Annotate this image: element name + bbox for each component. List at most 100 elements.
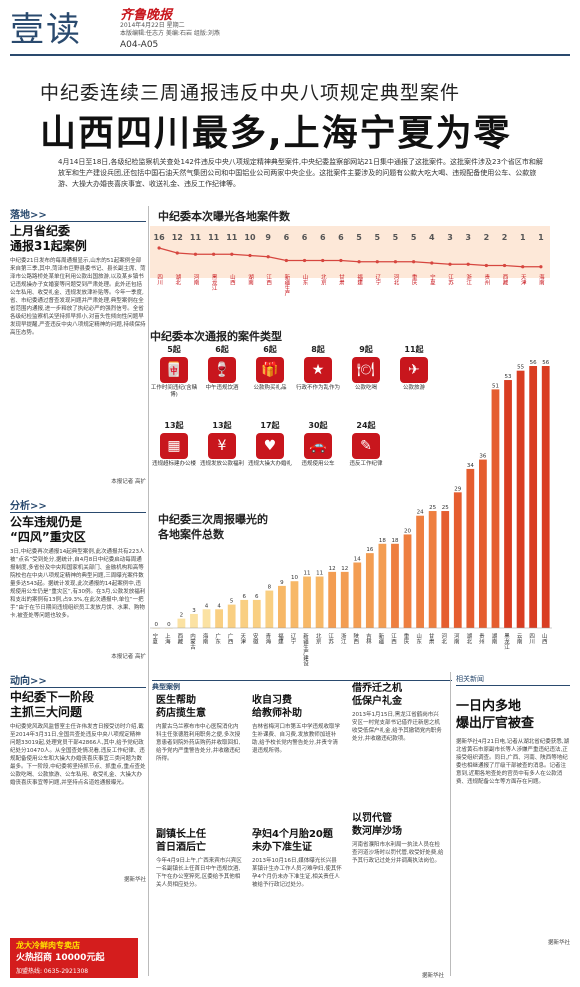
data-label: 4 xyxy=(205,603,209,609)
data-point xyxy=(375,260,379,264)
data-label: 6 xyxy=(302,233,308,242)
data-point xyxy=(412,260,416,264)
case-type-count: 13起 xyxy=(212,421,232,430)
bar xyxy=(516,370,525,628)
data-label: 0 xyxy=(167,622,171,628)
article-title: 收自习费 给教师补助 xyxy=(252,695,302,719)
data-label: 12 xyxy=(329,566,336,572)
data-label: 11 xyxy=(208,233,220,242)
data-label: 2 xyxy=(484,233,490,242)
article-title: 以罚代管 数河岸沙场 xyxy=(352,813,402,837)
article-body: 2013年10月16日,媒体曝光长兴县某镇计生办工作人员刁难孕妇,使其怀孕4个月… xyxy=(252,858,342,888)
category-label: 浙江 xyxy=(340,632,347,646)
bar xyxy=(416,515,424,628)
data-label: 1 xyxy=(538,233,544,242)
bar xyxy=(353,562,362,628)
data-point xyxy=(266,255,270,259)
case-type-count: 6起 xyxy=(263,345,277,354)
data-point xyxy=(212,252,216,256)
case-type-count: 6起 xyxy=(215,345,229,354)
data-label: 4 xyxy=(429,233,435,242)
category-label: 宁夏 xyxy=(429,273,436,286)
article-body: 河南省濮阳市水利局一执法人员在检查河道沙场时以罚代管,收受好处费,给予其行政记过… xyxy=(352,842,444,864)
article-title: 公车违规仍是 “四风”重灾区 xyxy=(10,515,86,544)
bar xyxy=(453,492,462,628)
data-label: 8 xyxy=(268,585,272,591)
byline: 据新华社 xyxy=(547,940,570,946)
data-label: 25 xyxy=(442,505,449,511)
chart1-title: 中纪委本次曝光各地案件数 xyxy=(158,210,290,223)
category-label: 北京 xyxy=(320,273,327,287)
article-title: 一日内多地 爆出厅官被查 xyxy=(456,699,535,731)
bar xyxy=(278,585,286,628)
byline: 据新华社 xyxy=(123,877,146,883)
article: 副镇长上任 首日酒后亡 今年4月9日上午,广西来宾市兴宾区一名副镇长上任首日中午… xyxy=(156,828,242,987)
bar xyxy=(491,389,500,628)
data-label: 2 xyxy=(180,613,184,619)
left-column: 落地>> 上月省纪委 通报31起案例 中纪委21日发布的每周通报显示,山东的51… xyxy=(10,206,146,883)
article: 以罚代管 数河岸沙场 河南省濮阳市水利局一执法人员在检查河道沙场时以罚代管,收受… xyxy=(352,812,444,979)
case-type-item: 17起 ♥ 违规大操大办婚礼 xyxy=(246,420,294,468)
case-type-label: 违规大操大办婚礼 xyxy=(247,461,292,467)
bar xyxy=(378,543,387,628)
data-point xyxy=(321,258,325,263)
category-label: 山西 xyxy=(229,273,236,287)
subheadline: 中纪委连续三周通报违反中央八项规定典型案件 xyxy=(40,82,461,104)
data-point xyxy=(339,258,343,263)
case-type-label: 行政不作为乱作为 xyxy=(295,385,340,391)
case-type-label: 中午违规饮酒 xyxy=(205,385,239,391)
category-label: 山西 xyxy=(541,632,548,646)
document-icon: ✎ xyxy=(352,433,380,459)
category-label: 天津 xyxy=(239,633,246,646)
data-label: 5 xyxy=(374,233,380,242)
data-label: 1 xyxy=(520,233,526,242)
bar xyxy=(240,599,249,628)
category-label: 重庆 xyxy=(411,273,418,287)
data-point xyxy=(466,262,470,266)
data-point xyxy=(502,263,507,268)
category-label: 福建 xyxy=(277,632,284,646)
case-type-count: 8起 xyxy=(311,345,325,354)
bar xyxy=(177,618,186,628)
bar xyxy=(252,599,261,628)
case-type-count: 5起 xyxy=(167,345,181,354)
category-label: 山东 xyxy=(415,632,422,645)
chart3-title: 中纪委三次周报曝光的 各地案件总数 xyxy=(158,513,268,541)
data-label: 5 xyxy=(230,599,234,605)
dining-icon: 🍽 xyxy=(352,357,380,383)
data-label: 25 xyxy=(429,505,436,511)
category-label: 甘肃 xyxy=(338,273,345,287)
category-label: 新疆生产建设 xyxy=(302,632,309,668)
data-label: 36 xyxy=(479,454,486,460)
case-type-item: 13起 ¥ 违规发放公款福利 xyxy=(198,420,246,468)
wine-icon: 🍷 xyxy=(208,357,236,383)
category-label: 新疆生产 xyxy=(283,273,290,298)
category-label: 浙江 xyxy=(465,273,472,287)
category-label: 福建 xyxy=(356,273,363,287)
article-title: 上月省纪委 通报31起案例 xyxy=(10,224,87,253)
ad-banner[interactable] xyxy=(10,938,138,978)
data-label: 9 xyxy=(265,233,271,242)
case-type-label: 公款旅游 xyxy=(402,385,425,391)
data-point xyxy=(248,253,252,258)
case-type-count: 11起 xyxy=(404,345,424,354)
section-rule xyxy=(10,512,146,513)
article: 收自习费 给教师补助 吉林省梅河口市第五中学违规收取学生补课费、自习费,发放教师… xyxy=(252,694,342,843)
data-label: 29 xyxy=(454,486,461,492)
headline: 山西四川最多,上海宁夏为零 xyxy=(40,113,512,154)
case-type-item: 6起 🍷 中午违规饮酒 xyxy=(198,344,246,392)
data-label: 2 xyxy=(502,233,508,242)
data-label: 6 xyxy=(338,233,344,242)
lead-paragraph: 4月14日至18日,各级纪检监察机关查处142件违反中央八项规定精神典型案件,中… xyxy=(58,158,543,188)
ad-title: 龙大冷鲜肉专卖店 xyxy=(16,941,80,950)
article: 医生帮助 药店揽生意 内蒙古乌兰察布市中心医院消化内科主任张德胜利用职务之便,多… xyxy=(156,694,242,843)
byline: 本报记者 高扩 xyxy=(111,654,146,660)
chart1-background xyxy=(150,226,550,278)
badge-icon: ★ xyxy=(304,357,332,383)
category-label: 云南 xyxy=(516,633,523,645)
case-type-item: 8起 ★ 行政不作为乱作为 xyxy=(294,344,342,392)
data-label: 4 xyxy=(217,603,221,609)
article-body: 吉林省梅河口市第五中学违规收取学生补课费、自习费,发放教师加班补助,给予校长党内… xyxy=(252,724,341,754)
category-label: 江西 xyxy=(390,633,397,646)
data-label: 34 xyxy=(467,463,474,469)
